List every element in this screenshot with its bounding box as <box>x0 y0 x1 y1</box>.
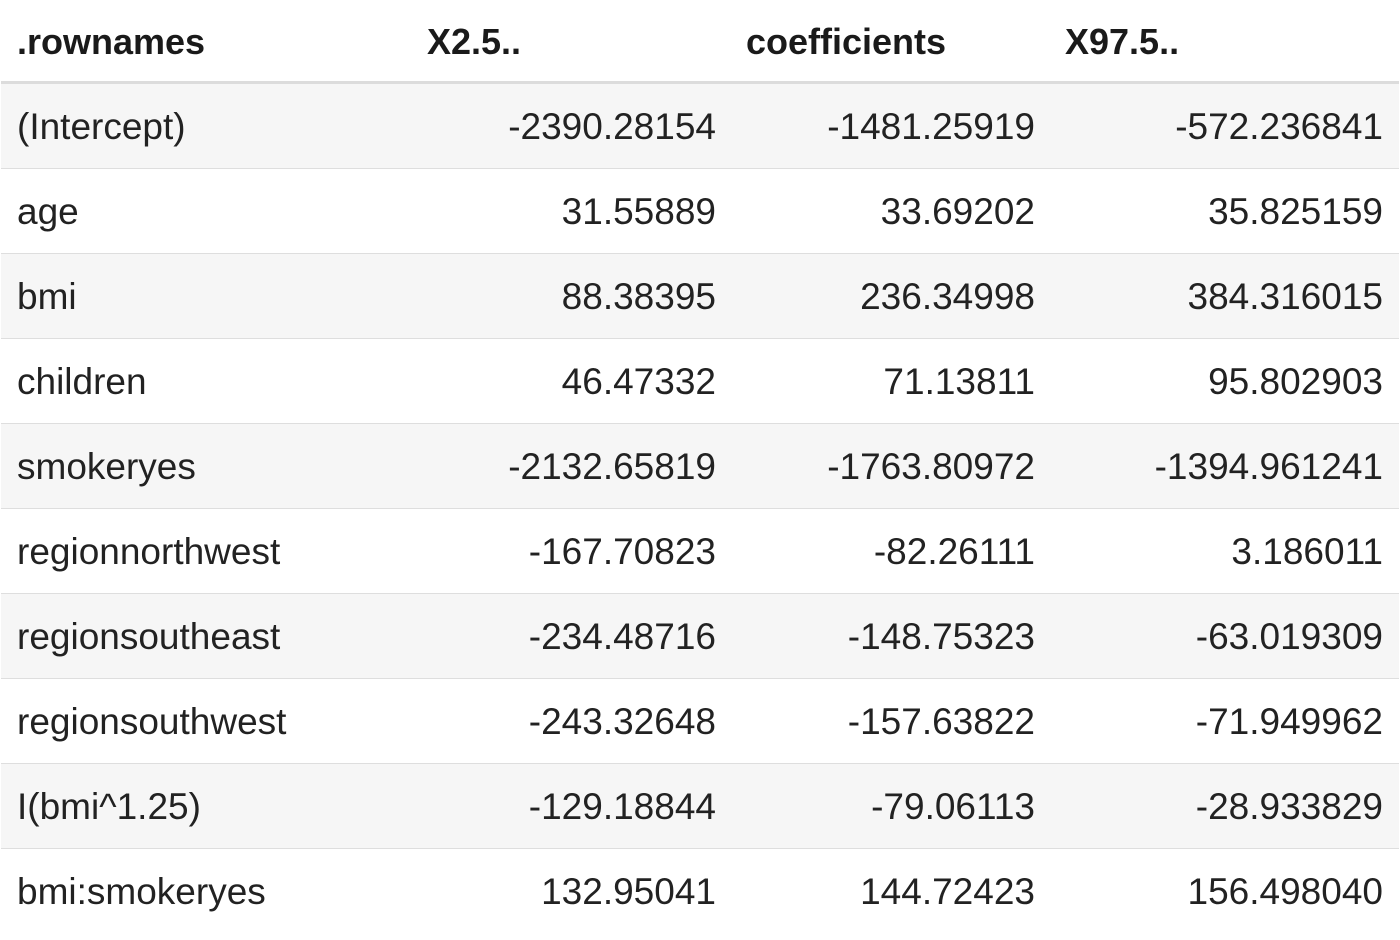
value-cell: -28.933829 <box>1195 786 1383 827</box>
table-body: (Intercept) -2390.28154 -1481.25919 -572.23… <box>1 84 1399 933</box>
column-header-x2-5[interactable]: X2.5.. <box>427 20 522 62</box>
value-cell: -79.06113 <box>871 786 1035 827</box>
value-cell: -82.26111 <box>873 531 1035 572</box>
value-cell: -243.32648 <box>528 701 716 742</box>
value-cell: 33.69202 <box>880 191 1035 232</box>
row-name-cell: I(bmi^1.25) <box>17 786 201 827</box>
value-cell: -71.949962 <box>1195 701 1383 742</box>
value-cell: 88.38395 <box>561 276 716 317</box>
value-cell: 144.72423 <box>860 871 1035 912</box>
value-cell: 132.95041 <box>541 871 716 912</box>
value-cell: 156.498040 <box>1187 871 1383 912</box>
row-name-cell: (Intercept) <box>17 106 186 147</box>
value-cell: 95.802903 <box>1208 361 1383 402</box>
column-header-x97-5[interactable]: X97.5.. <box>1065 20 1180 62</box>
table-header: .rownames X2.5.. coefficients X97.5.. <box>1 0 1399 84</box>
value-cell: -572.236841 <box>1175 106 1383 147</box>
value-cell: -1763.80972 <box>827 446 1035 487</box>
value-cell: 384.316015 <box>1187 276 1383 317</box>
value-cell: -129.18844 <box>528 786 716 827</box>
value-cell: -63.019309 <box>1195 616 1383 657</box>
value-cell: -148.75323 <box>847 616 1035 657</box>
row-name-cell: children <box>17 361 147 402</box>
value-cell: -157.63822 <box>847 701 1035 742</box>
table-row: regionnorthwest -167.70823 -82.26111 3.1860… <box>1 509 1399 594</box>
table-row: regionsoutheast -234.48716 -148.75323 -63.0… <box>1 594 1399 679</box>
value-cell: -234.48716 <box>528 616 716 657</box>
value-cell: 71.13811 <box>883 361 1035 402</box>
row-name-cell: bmi:smokeryes <box>17 871 266 912</box>
value-cell: 3.186011 <box>1231 531 1383 572</box>
table-row: I(bmi^1.25) -129.18844 -79.06113 -28.933829 <box>1 764 1399 849</box>
value-cell: -1394.961241 <box>1154 446 1383 487</box>
row-name-cell: smokeryes <box>17 446 196 487</box>
row-name-cell: regionnorthwest <box>17 531 281 572</box>
value-cell: -167.70823 <box>528 531 716 572</box>
row-name-cell: bmi <box>17 276 77 317</box>
value-cell: -2390.28154 <box>508 106 716 147</box>
value-cell: 46.47332 <box>561 361 716 402</box>
column-header-rownames[interactable]: .rownames <box>17 20 206 62</box>
row-name-cell: regionsouthwest <box>17 701 287 742</box>
row-name-cell: age <box>17 191 79 232</box>
value-cell: 236.34998 <box>860 276 1035 317</box>
table-row: bmi:smokeryes 132.95041 144.72423 156.49804… <box>1 849 1399 933</box>
table-row: children 46.47332 71.13811 95.802903 <box>1 339 1399 424</box>
table-row: bmi 88.38395 236.34998 384.316015 <box>1 254 1399 339</box>
table-row: age 31.55889 33.69202 35.825159 <box>1 169 1399 254</box>
table-row: regionsouthwest -243.32648 -157.63822 -71.9… <box>1 679 1399 764</box>
value-cell: 31.55889 <box>561 191 716 232</box>
row-name-cell: regionsoutheast <box>17 616 281 657</box>
column-header-coefficients[interactable]: coefficients <box>746 20 947 62</box>
value-cell: 35.825159 <box>1208 191 1383 232</box>
table-row: (Intercept) -2390.28154 -1481.25919 -572.23… <box>1 84 1399 169</box>
value-cell: -1481.25919 <box>827 106 1035 147</box>
table-row: smokeryes -2132.65819 -1763.80972 -1394.961… <box>1 424 1399 509</box>
value-cell: -2132.65819 <box>508 446 716 487</box>
